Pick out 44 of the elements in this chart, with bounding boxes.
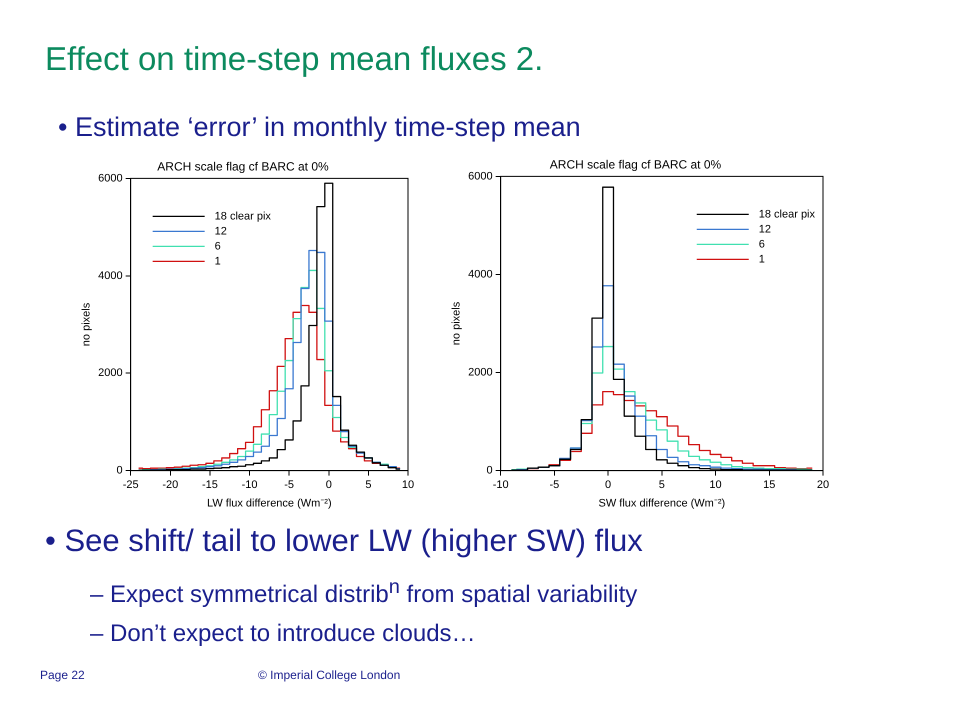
x-tick-label: 10 <box>402 479 414 492</box>
legend-label: 6 <box>214 240 221 252</box>
x-tick-label: -25 <box>122 479 139 492</box>
legend-label: 18 clear pix <box>214 210 272 222</box>
x-tick-label: 20 <box>816 479 830 492</box>
legend-label: 6 <box>758 238 765 250</box>
x-tick-label: 5 <box>658 479 665 492</box>
x-tick-label: -5 <box>284 479 294 492</box>
y-tick-label: 4000 <box>98 270 123 282</box>
y-tick-label: 2000 <box>98 367 123 380</box>
x-axis-title: LW flux difference (Wm⁻²) <box>207 497 332 510</box>
text: – Expect symmetrical distrib$^{n}$ from spatial variability <box>90 576 638 609</box>
x-tick-label: -10 <box>242 479 258 492</box>
x-tick-label: -10 <box>492 479 509 492</box>
chart-title: ARCH scale flag cf BARC at 0% <box>157 160 330 174</box>
y-tick-label: 0 <box>486 464 493 477</box>
y-axis-title: no pixels <box>450 301 463 346</box>
x-tick-label: -15 <box>202 479 218 492</box>
y-tick-label: 4000 <box>468 268 493 280</box>
x-tick-label: -20 <box>162 479 178 492</box>
legend-label: 1 <box>214 255 221 268</box>
x-tick-label: 5 <box>365 479 372 492</box>
text: © Imperial College London <box>258 668 400 682</box>
x-tick-label: 15 <box>763 479 776 492</box>
y-tick-label: 2000 <box>468 366 493 379</box>
text: • Estimate ‘error’ in monthly time-step mean <box>58 112 581 143</box>
chart-title: ARCH scale flag cf BARC at 0% <box>550 158 722 172</box>
legend-label: 18 clear pix <box>758 208 816 220</box>
y-axis-title: no pixels <box>80 302 93 346</box>
x-tick-label: -5 <box>550 479 560 492</box>
text: – Don’t expect to introduce clouds… <box>90 620 476 648</box>
legend-label: 12 <box>214 225 227 238</box>
text: Effect on time-step mean fluxes 2. <box>45 40 544 78</box>
legend-label: 1 <box>758 253 765 266</box>
y-tick-label: 0 <box>116 464 123 477</box>
y-tick-label: 6000 <box>468 170 493 182</box>
legend-label: 12 <box>758 223 771 236</box>
x-tick-label: 10 <box>709 479 722 492</box>
x-tick-label: 0 <box>605 479 612 492</box>
x-tick-label: 0 <box>326 479 332 492</box>
x-axis-title: SW flux difference (Wm⁻²) <box>598 497 726 510</box>
text: • See shift/ tail to lower LW (higher SW) flux <box>45 523 643 559</box>
text: Page 22 <box>40 668 85 682</box>
y-tick-label: 6000 <box>98 172 123 184</box>
